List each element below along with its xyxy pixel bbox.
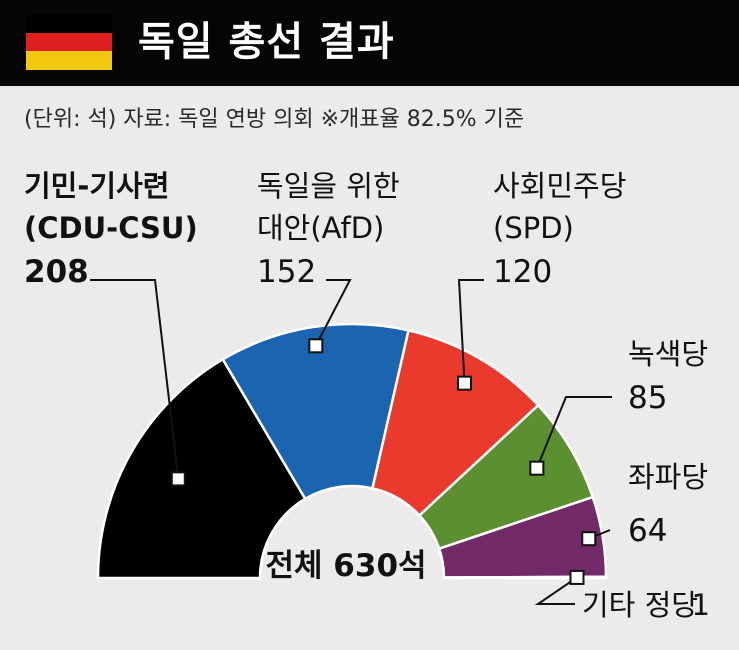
series-value-0: 208 (24, 254, 89, 290)
series-label-5: 기타 정당 (582, 588, 698, 622)
series-value-1: 152 (257, 254, 316, 290)
leader-marker-1 (308, 338, 324, 354)
series-label-2-line-1: (SPD) (493, 211, 574, 245)
series-value-2: 120 (493, 254, 552, 290)
seat-slice-5 (442, 575, 608, 580)
total-seats-label: 전체 630석 (265, 548, 426, 584)
leader-line-0 (90, 279, 180, 479)
seat-slice-1 (221, 322, 411, 501)
leader-line-1 (314, 279, 352, 347)
leader-marker-4 (581, 531, 597, 547)
leader-marker-5 (569, 569, 585, 585)
series-label-0-line-1: (CDU-CSU) (24, 211, 198, 245)
leader-line-5 (534, 576, 578, 605)
series-label-3-line-0: 녹색당 (628, 337, 708, 371)
series-label-1-line-1: 대안(AfD) (257, 211, 384, 245)
source-note: (단위: 석) 자료: 독일 연방 의회 ※개표율 82.5% 기준 (24, 107, 525, 132)
series-label-2-line-0: 사회민주당 (493, 169, 626, 203)
seat-slice-2 (370, 328, 540, 518)
series-value-4: 64 (628, 513, 667, 549)
seat-slice-0 (96, 357, 307, 580)
leader-line-3 (535, 396, 612, 469)
series-label-1-line-0: 독일을 위한 (257, 169, 400, 203)
leader-marker-2 (457, 375, 472, 391)
series-value-3: 85 (628, 380, 667, 416)
leader-marker-0 (170, 471, 186, 487)
leader-marker-3 (529, 460, 545, 476)
header-bar: 독일 총선 결과 (0, 0, 739, 86)
flag-stripe-gold (26, 51, 112, 70)
series-label-4-line-0: 좌파당 (628, 460, 708, 494)
series-label-0-line-0: 기민-기사련 (24, 169, 169, 203)
series-value-5: 1 (692, 588, 710, 622)
flag-stripe-black (26, 14, 112, 33)
page-title: 독일 총선 결과 (138, 19, 395, 65)
germany-flag-icon (26, 14, 112, 70)
leader-line-2 (457, 279, 484, 384)
flag-stripe-red (26, 32, 112, 52)
